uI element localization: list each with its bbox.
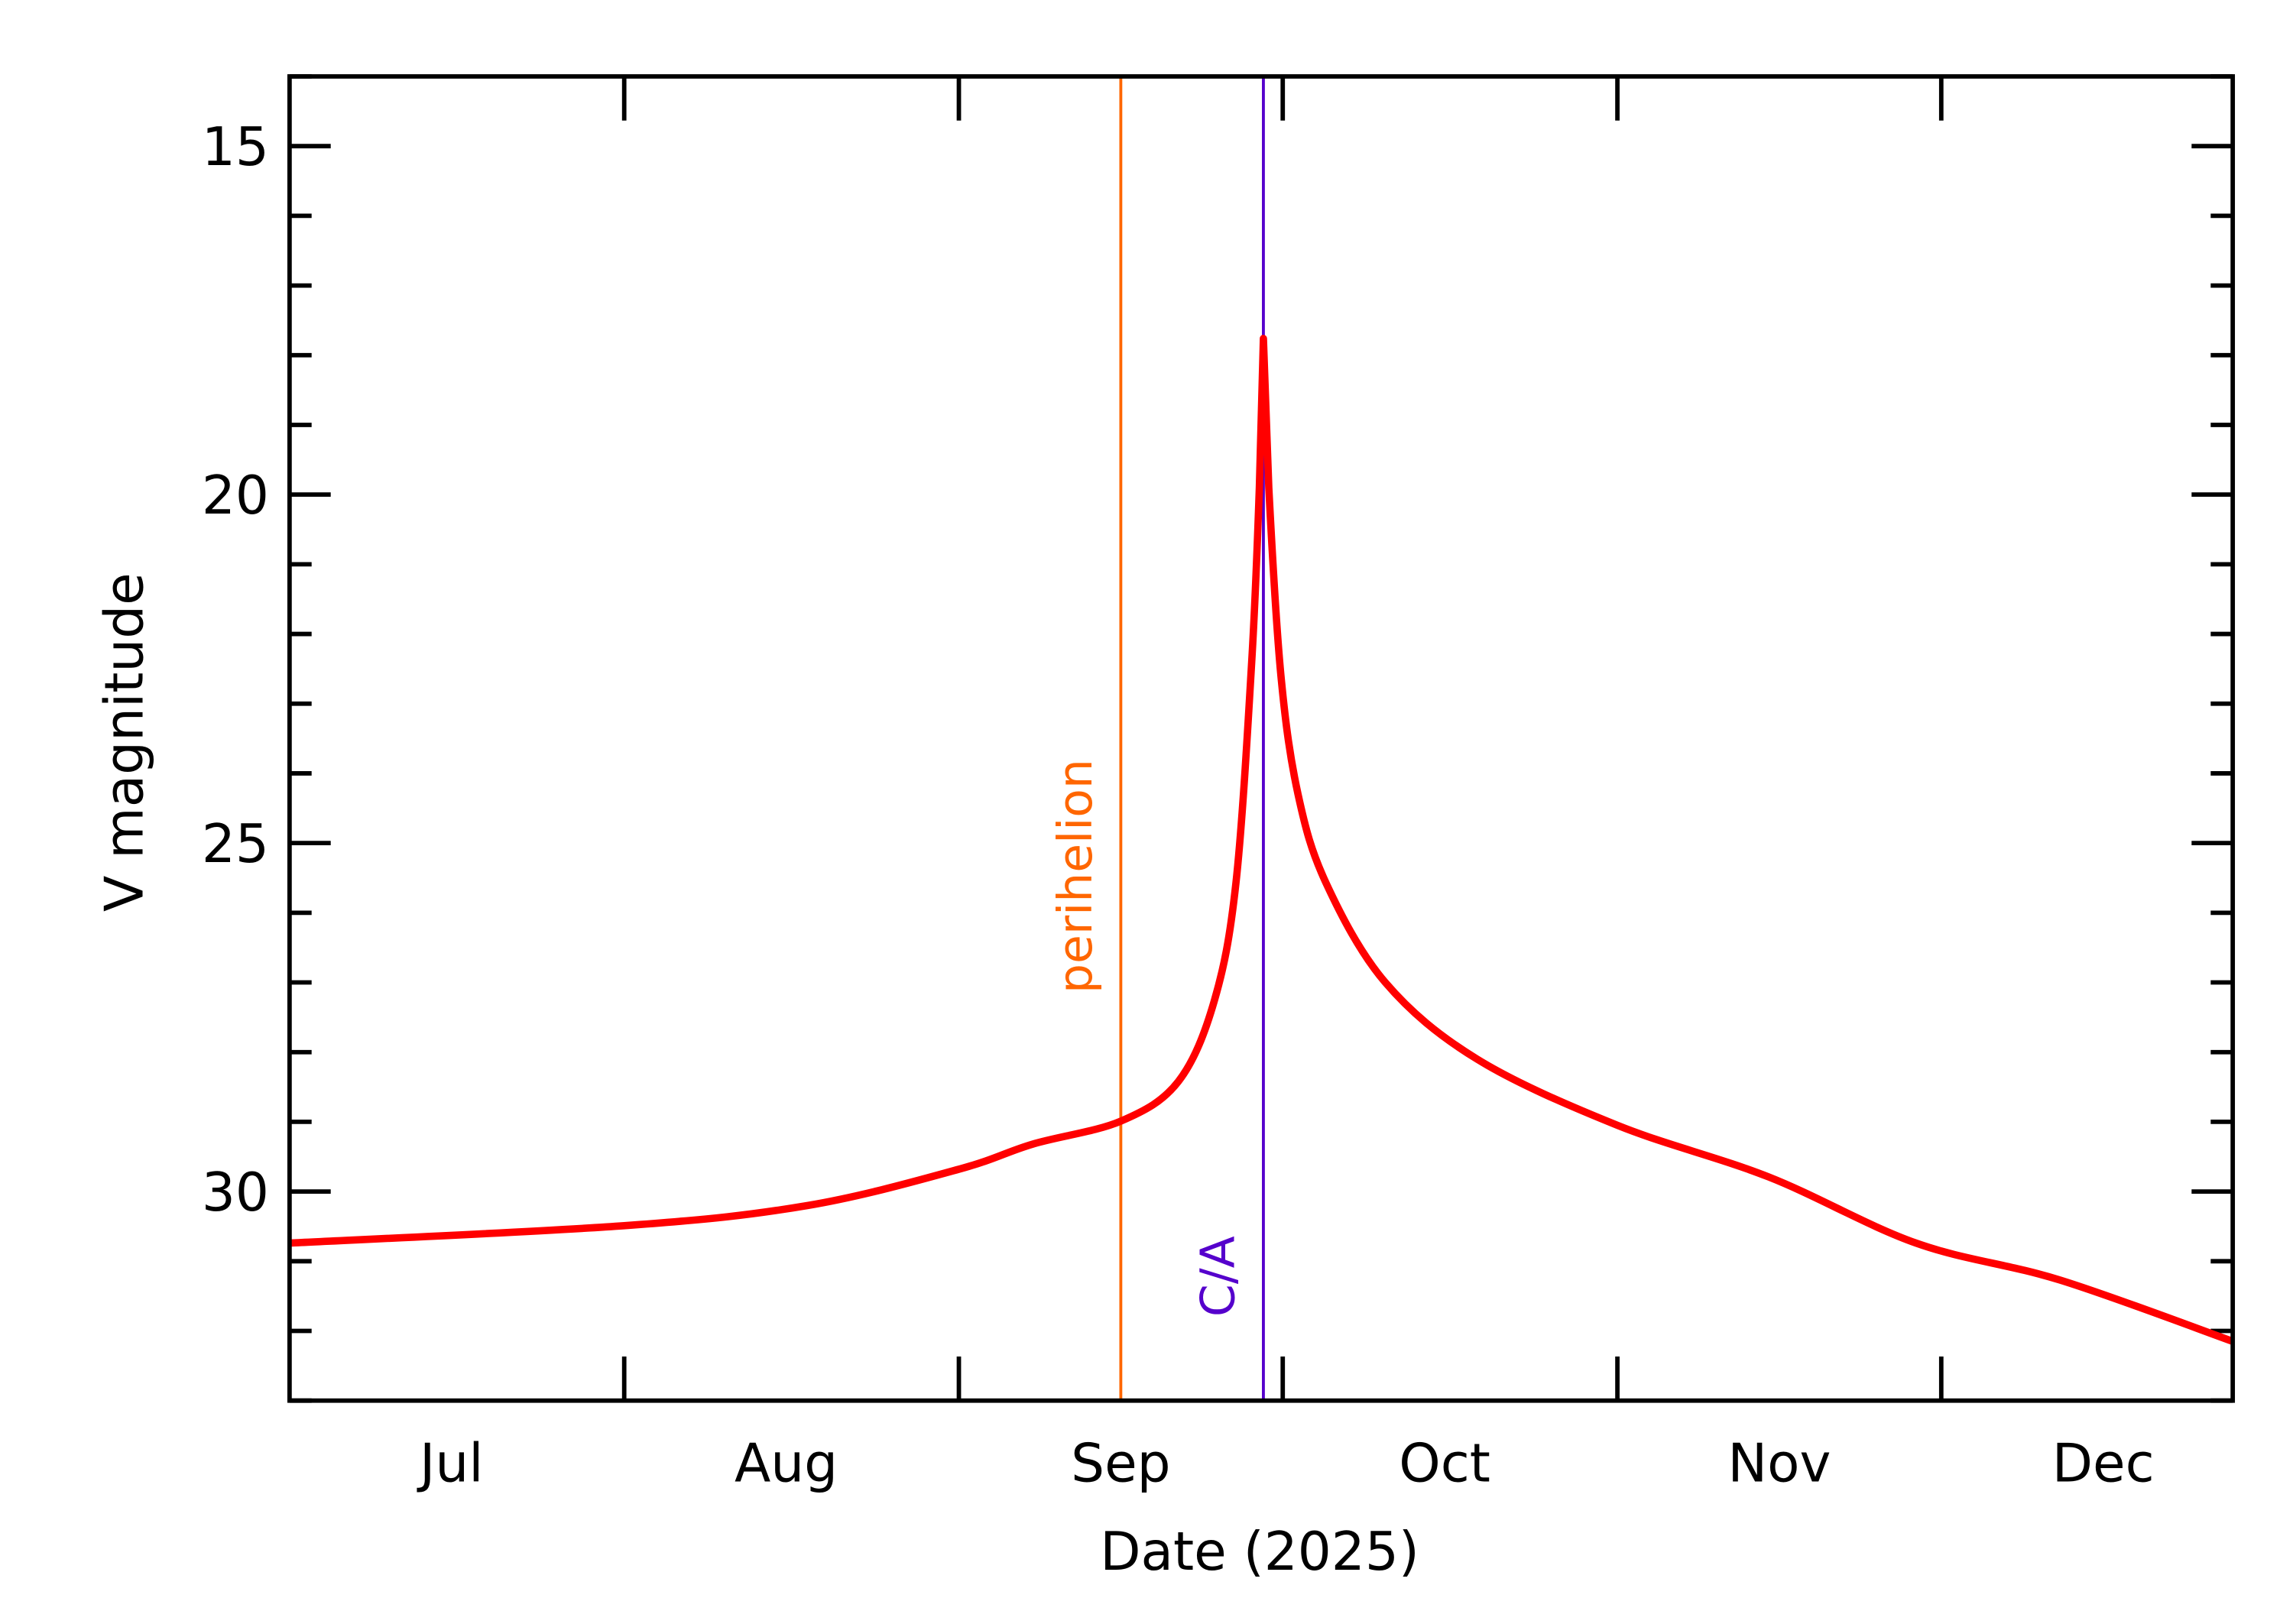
closest-approach-label: C/A xyxy=(1190,1236,1245,1317)
x-tick-label: Nov xyxy=(1727,1433,1831,1494)
y-tick-label: 15 xyxy=(202,117,269,178)
y-tick-label: 25 xyxy=(202,814,269,875)
tick-labels: 15 20 25 30 Jul Aug Sep Oct Nov Dec xyxy=(202,117,2155,1494)
x-tick-label: Sep xyxy=(1071,1433,1170,1494)
x-tick-label: Oct xyxy=(1399,1433,1490,1494)
y-tick-label: 20 xyxy=(202,465,269,527)
event-lines xyxy=(1119,76,1265,1401)
x-tick-label: Jul xyxy=(417,1433,484,1494)
perihelion-label: perihelion xyxy=(1048,759,1103,994)
x-tick-label: Dec xyxy=(2052,1433,2155,1494)
magnitude-curve xyxy=(289,335,2234,1345)
x-tick-label: Aug xyxy=(735,1433,838,1494)
plot-frame xyxy=(287,74,2236,1403)
y-tick-label: 30 xyxy=(202,1162,269,1224)
x-axis-label: Date (2025) xyxy=(1100,1522,1419,1583)
axis-ticks xyxy=(289,74,2233,1403)
y-axis-label: V magnitude xyxy=(95,572,156,912)
